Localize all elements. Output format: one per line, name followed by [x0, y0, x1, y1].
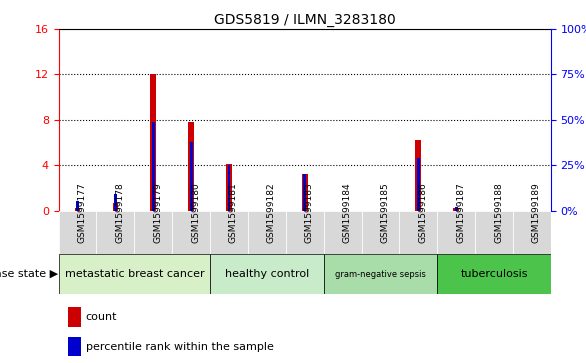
Bar — [226, 164, 232, 211]
Text: disease state ▶: disease state ▶ — [0, 269, 59, 279]
Bar — [59, 254, 210, 294]
Bar — [323, 211, 362, 254]
Bar — [323, 254, 437, 294]
Text: GSM1599182: GSM1599182 — [267, 182, 276, 243]
Bar — [210, 211, 248, 254]
Bar — [97, 211, 134, 254]
Bar — [74, 208, 80, 211]
Text: GSM1599186: GSM1599186 — [418, 182, 427, 243]
Bar — [454, 208, 459, 211]
Bar — [59, 211, 97, 254]
Text: percentile rank within the sample: percentile rank within the sample — [86, 342, 274, 352]
Bar — [190, 142, 193, 211]
Text: GSM1599177: GSM1599177 — [77, 182, 87, 243]
Text: metastatic breast cancer: metastatic breast cancer — [64, 269, 204, 279]
Text: gram-negative sepsis: gram-negative sepsis — [335, 270, 426, 278]
Bar — [113, 203, 118, 211]
Bar — [114, 194, 117, 211]
Text: count: count — [86, 312, 117, 322]
Bar — [188, 122, 194, 211]
Bar — [304, 174, 306, 211]
Text: GSM1599179: GSM1599179 — [154, 182, 162, 243]
Text: GSM1599178: GSM1599178 — [115, 182, 124, 243]
Title: GDS5819 / ILMN_3283180: GDS5819 / ILMN_3283180 — [214, 13, 396, 26]
Bar — [227, 165, 230, 211]
Bar — [437, 211, 475, 254]
Bar — [172, 211, 210, 254]
Bar — [76, 201, 79, 211]
Bar — [415, 140, 421, 211]
Bar — [286, 211, 323, 254]
Text: GSM1599187: GSM1599187 — [456, 182, 465, 243]
Bar — [69, 307, 81, 327]
Bar — [437, 254, 551, 294]
Bar — [417, 158, 420, 211]
Bar — [513, 211, 551, 254]
Text: GSM1599185: GSM1599185 — [380, 182, 390, 243]
Text: GSM1599184: GSM1599184 — [343, 182, 352, 243]
Bar — [210, 254, 323, 294]
Bar — [151, 74, 156, 211]
Text: GSM1599189: GSM1599189 — [532, 182, 541, 243]
Text: GSM1599188: GSM1599188 — [494, 182, 503, 243]
Bar — [362, 211, 400, 254]
Bar — [400, 211, 437, 254]
Bar — [455, 207, 458, 211]
Bar — [69, 337, 81, 356]
Text: GSM1599181: GSM1599181 — [229, 182, 238, 243]
Bar — [152, 122, 155, 211]
Bar — [302, 174, 308, 211]
Bar — [248, 211, 286, 254]
Text: tuberculosis: tuberculosis — [460, 269, 528, 279]
Text: GSM1599180: GSM1599180 — [191, 182, 200, 243]
Bar — [134, 211, 172, 254]
Bar — [475, 211, 513, 254]
Text: healthy control: healthy control — [224, 269, 309, 279]
Text: GSM1599183: GSM1599183 — [305, 182, 314, 243]
